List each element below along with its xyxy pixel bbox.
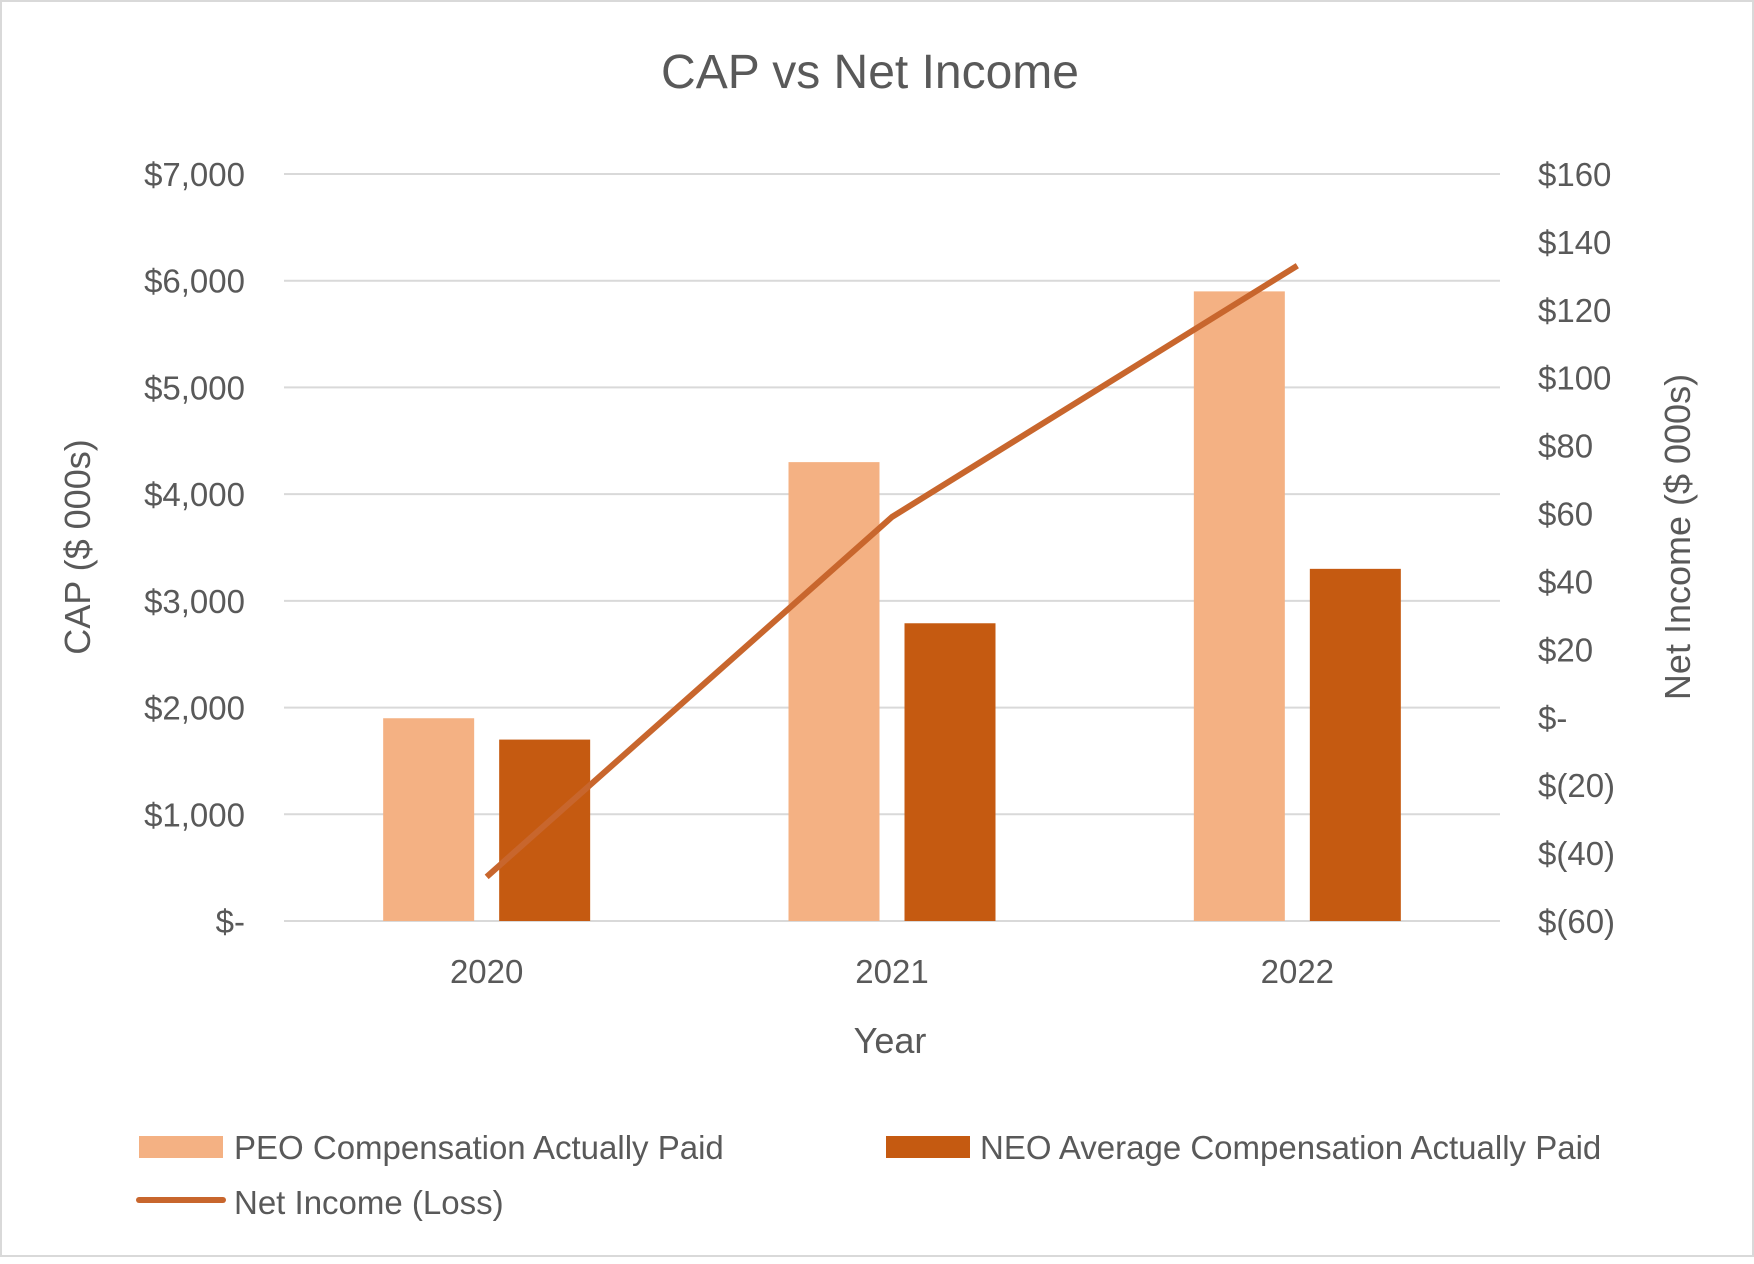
bar-neo-2021 [904,623,996,921]
legend-label-net-income: Net Income (Loss) [234,1184,504,1221]
x-tick-label: 2020 [450,953,523,990]
legend-swatch-neo [886,1136,970,1158]
chart-title: CAP vs Net Income [661,46,1079,99]
left-axis-label: CAP ($ 000s) [57,439,98,654]
right-tick-label: $(40) [1538,835,1615,872]
legend: PEO Compensation Actually Paid NEO Averag… [136,1129,1601,1221]
legend-label-neo: NEO Average Compensation Actually Paid [980,1129,1601,1166]
right-tick-label: $160 [1538,156,1611,193]
right-tick-label: $- [1538,699,1567,736]
bar-peo-2021 [788,462,880,921]
right-axis-label: Net Income ($ 000s) [1657,374,1698,700]
bar-neo-2022 [1309,568,1401,921]
left-tick-label: $2,000 [144,690,245,727]
net-income-line [484,263,1299,880]
left-tick-label: $7,000 [144,156,245,193]
left-tick-label: $5,000 [144,369,245,406]
legend-label-peo: PEO Compensation Actually Paid [234,1129,724,1166]
right-tick-label: $120 [1538,292,1611,329]
left-tick-label: $3,000 [144,583,245,620]
left-tick-label: $6,000 [144,263,245,300]
x-axis-ticks: 2020 2021 2022 [450,953,1334,990]
gridlines [284,173,1500,922]
x-tick-label: 2022 [1261,953,1334,990]
right-tick-label: $40 [1538,563,1593,600]
right-tick-label: $60 [1538,496,1593,533]
legend-swatch-peo [139,1136,223,1158]
left-tick-label: $4,000 [144,476,245,513]
x-tick-label: 2021 [855,953,928,990]
right-axis-ticks: $(60) $(40) $(20) $- $20 $40 $60 $80 $100 $120 $14… [1538,156,1615,940]
right-tick-label: $100 [1538,360,1611,397]
bar-peo-2022 [1193,291,1285,921]
right-tick-label: $140 [1538,224,1611,261]
net-income-line-group [484,263,1299,880]
left-tick-label: $1,000 [144,796,245,833]
left-axis-ticks: $- $1,000 $2,000 $3,000 $4,000 $5,000 $6,000 $7… [144,156,245,940]
right-tick-label: $20 [1538,631,1593,668]
bars [383,291,1401,921]
right-tick-label: $80 [1538,428,1593,465]
right-tick-label: $(60) [1538,903,1615,940]
x-axis-label: Year [854,1020,927,1061]
right-tick-label: $(20) [1538,767,1615,804]
bar-peo-2020 [383,718,475,921]
bar-neo-2020 [499,739,591,921]
left-tick-label: $- [216,903,245,940]
